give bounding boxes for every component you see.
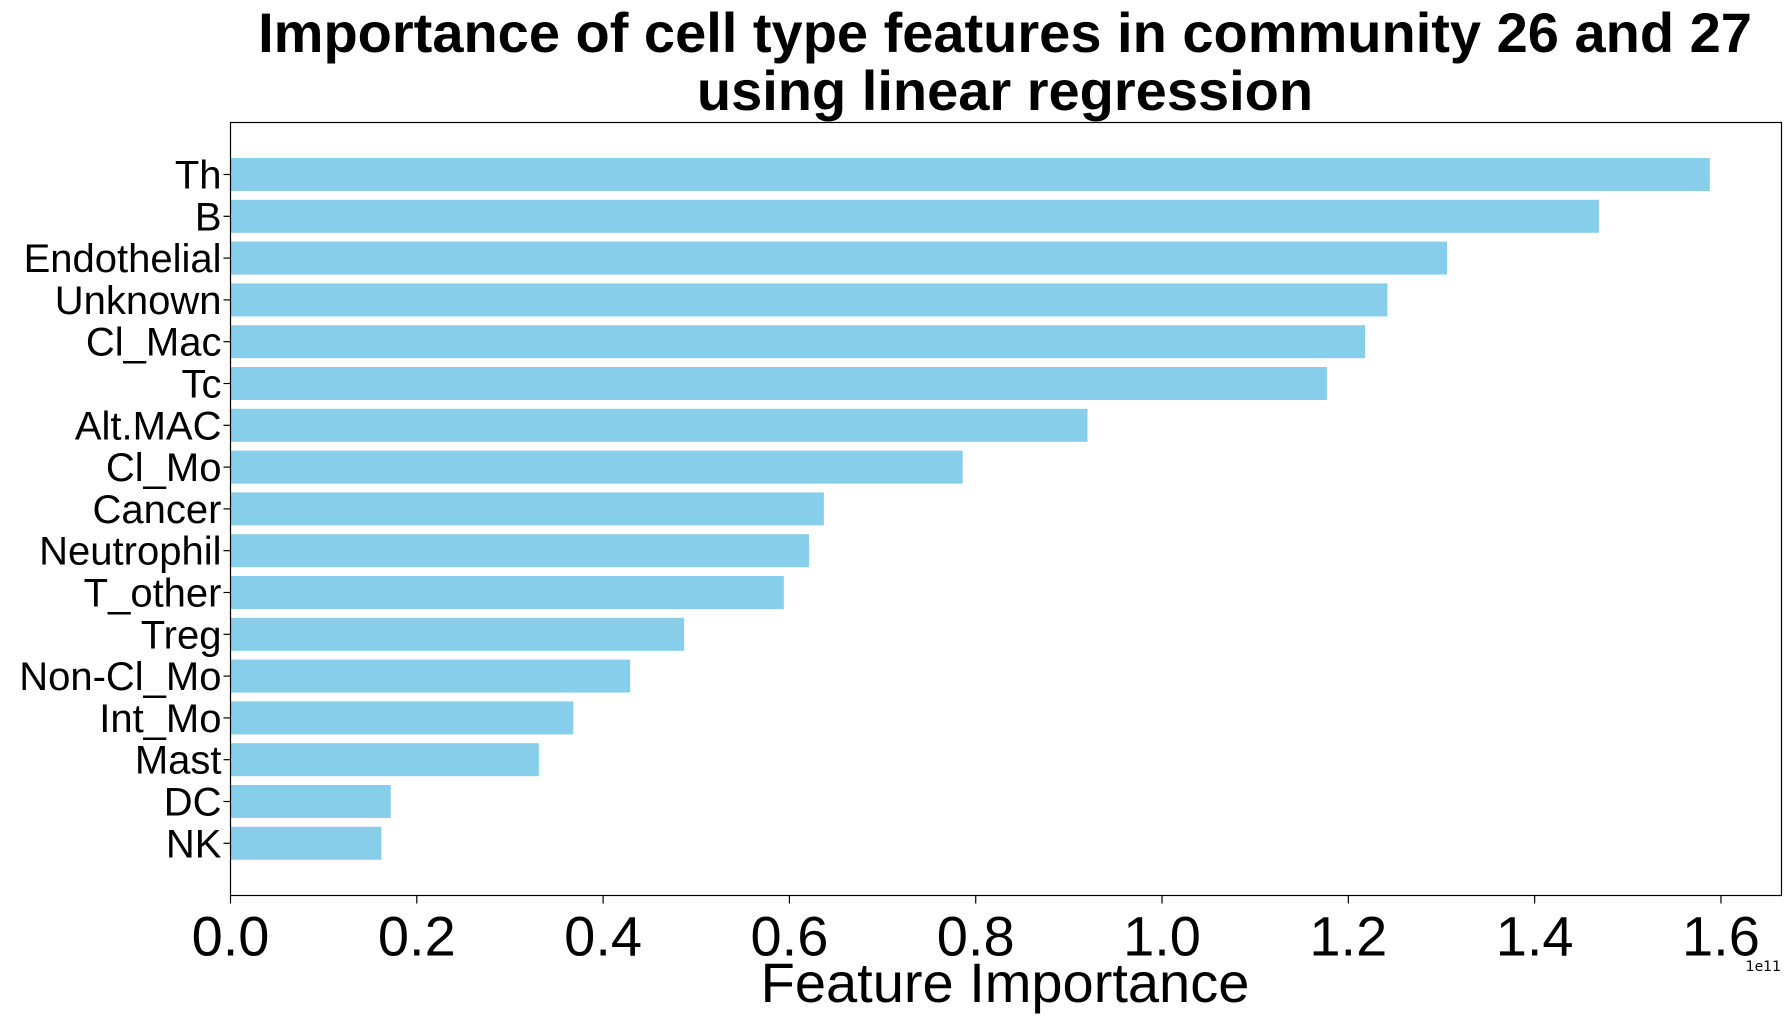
- bar-tc: [230, 367, 1327, 400]
- bar-unknown: [230, 283, 1388, 317]
- x-tick-label: 1.4: [1496, 905, 1574, 968]
- y-tick-label-cancer: Cancer: [93, 488, 222, 532]
- y-tick-label-unknown: Unknown: [55, 279, 222, 323]
- x-tick-label: 0.8: [937, 905, 1015, 968]
- y-axis-tick-labels: ThBEndothelialUnknownCl_MacTcAlt.MACCl_M…: [19, 154, 231, 866]
- y-tick-label-th: Th: [175, 154, 222, 198]
- y-tick-label-neutrophil: Neutrophil: [39, 530, 221, 574]
- bar-mast: [230, 743, 539, 777]
- plot-frame: [229, 121, 1783, 897]
- bar-endothelial: [230, 241, 1448, 275]
- y-tick-label-mast: Mast: [135, 739, 222, 783]
- bar-int-mo: [230, 701, 574, 735]
- bar-dc: [230, 785, 391, 818]
- chart-title-line-2: using linear regression: [697, 59, 1313, 122]
- x-tick-label: 1.6: [1682, 905, 1760, 968]
- y-tick-label-treg: Treg: [141, 613, 222, 657]
- y-tick-label-non-cl-mo: Non-Cl_Mo: [19, 655, 221, 699]
- y-tick-label-nk: NK: [166, 822, 222, 866]
- y-tick-label-tc: Tc: [182, 363, 222, 407]
- bar-nk: [230, 826, 382, 860]
- bar-cl-mo: [230, 450, 963, 484]
- y-tick-label-cl-mac: Cl_Mac: [86, 321, 222, 365]
- x-axis-offset-label: 1e11: [1746, 959, 1781, 975]
- y-tick-label-dc: DC: [164, 781, 222, 825]
- x-tick-label: 1.2: [1309, 905, 1387, 968]
- x-axis-label: Feature Importance: [761, 951, 1250, 1014]
- x-tick-label: 0.6: [750, 905, 828, 968]
- x-axis-ticks: 0.0 0.2 0.4 0.6 0.8 1.0 1.2 1.4 1.6: [192, 895, 1760, 968]
- y-tick-label-int-mo: Int_Mo: [99, 697, 221, 741]
- y-tick-label-cl-mo: Cl_Mo: [106, 446, 222, 490]
- bar-cancer: [230, 492, 824, 526]
- bar-series: [230, 158, 1710, 860]
- x-tick-label: 0.0: [192, 905, 270, 968]
- bar-non-cl-mo: [230, 659, 631, 693]
- chart-title-line-1: Importance of cell type features in comm…: [258, 1, 1752, 64]
- x-tick-label: 1.0: [1123, 905, 1201, 968]
- bar-treg: [230, 617, 685, 651]
- bar-t-other: [230, 576, 784, 609]
- bar-th: [230, 158, 1710, 191]
- x-tick-label: 0.2: [378, 905, 456, 968]
- y-tick-label-alt-mac: Alt.MAC: [75, 404, 222, 448]
- y-tick-label-t-other: T_other: [84, 572, 222, 616]
- y-tick-label-b: B: [195, 195, 222, 239]
- bar-neutrophil: [230, 534, 809, 568]
- bar-b: [230, 199, 1599, 233]
- y-tick-label-endothelial: Endothelial: [24, 237, 222, 281]
- bar-cl-mac: [230, 325, 1366, 359]
- x-tick-label: 0.4: [564, 905, 642, 968]
- bar-alt-mac: [230, 408, 1088, 442]
